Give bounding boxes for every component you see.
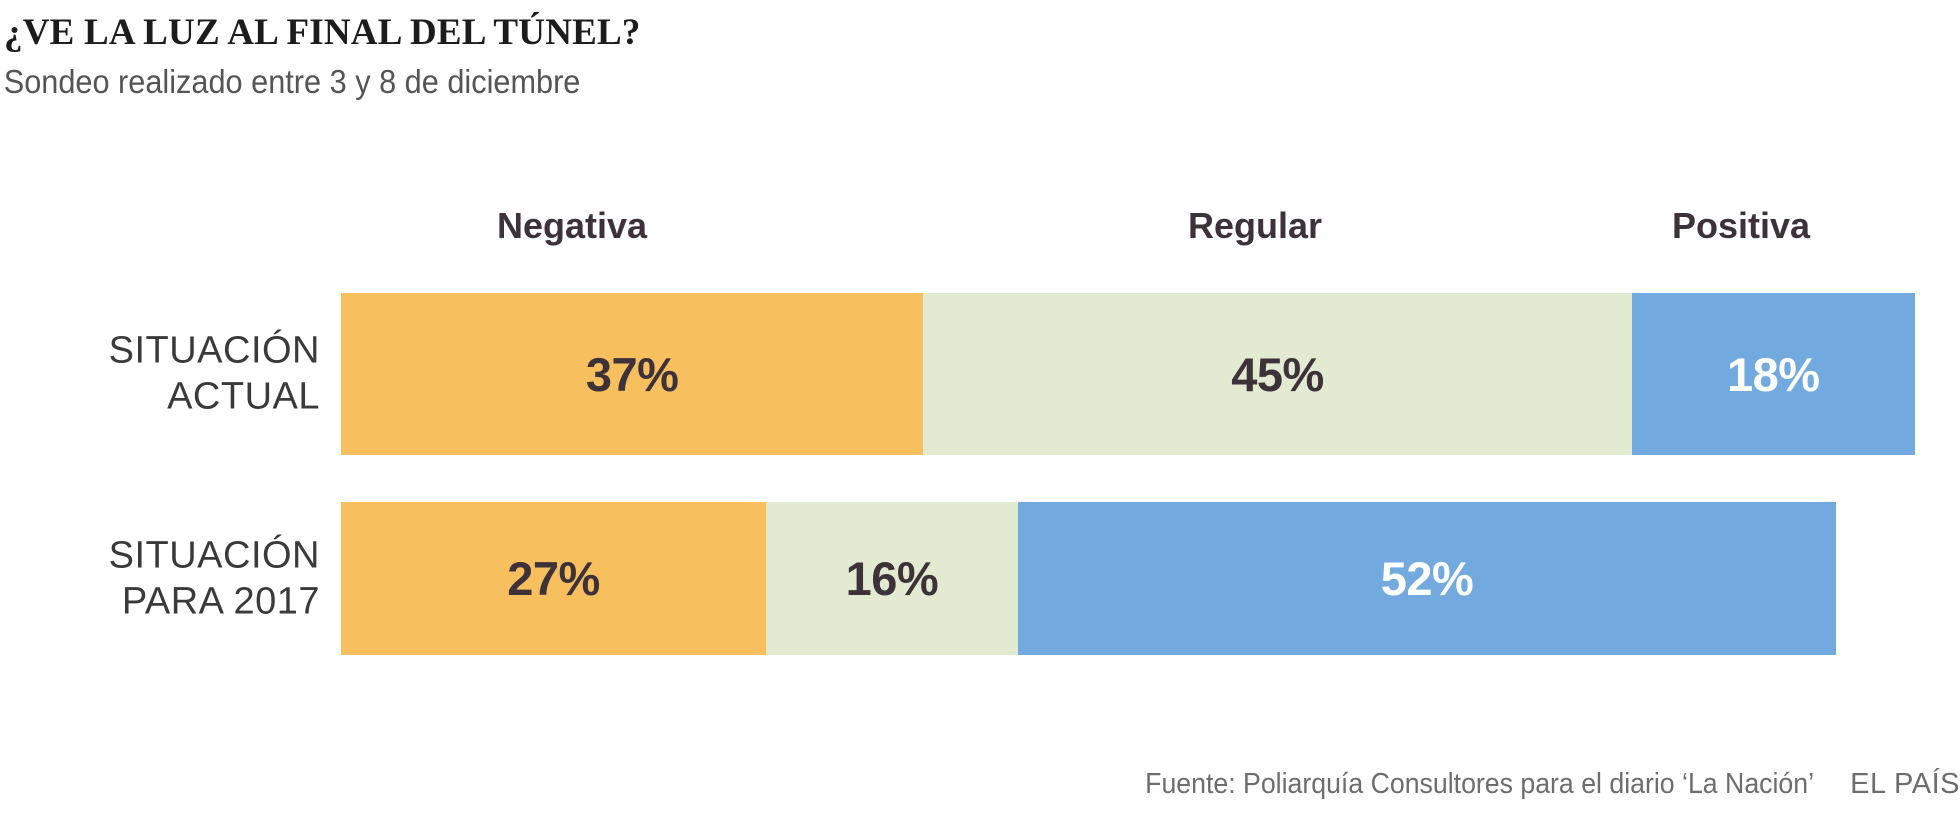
row-label-situacion-para-2017: SITUACIÓN PARA 2017 [0, 532, 320, 625]
bar-segment-negativa[interactable]: 37% [341, 293, 924, 455]
bar-segment-value: 45% [1231, 347, 1324, 401]
bar-segment-value: 16% [845, 552, 939, 605]
brand-label: EL PAÍS [1850, 768, 1960, 800]
row-label-line2: ACTUAL [167, 376, 320, 418]
row-label-line1: SITUACIÓN [108, 534, 320, 577]
bar-segment-value: 18% [1727, 347, 1820, 401]
page-title: ¿VE LA LUZ AL FINAL DEL TÚNEL? [4, 12, 641, 53]
source-note: Fuente: Poliarquía Consultores para el d… [1145, 768, 1814, 800]
legend-item-negativa: Negativa [497, 205, 648, 246]
bar-segment-value: 52% [1380, 552, 1474, 605]
bar-segment-value: 27% [507, 552, 600, 605]
chart-header: ¿VE LA LUZ AL FINAL DEL TÚNEL? Sondeo re… [0, 0, 1960, 99]
bar-segment-regular[interactable]: 16% [765, 502, 1018, 655]
bar-segment-regular[interactable]: 45% [923, 293, 1632, 455]
row-label-situacion-actual: SITUACIÓN ACTUAL [0, 328, 320, 421]
page-subtitle: Sondeo realizado entre 3 y 8 de diciembr… [3, 62, 581, 100]
bar-segment-negativa[interactable]: 27% [341, 502, 766, 655]
chart-footer: Fuente: Poliarquía Consultores para el d… [0, 760, 1960, 830]
chart-row-situacion-para-2017: SITUACIÓN PARA 2017 27% 16% 52% [0, 502, 1960, 655]
bar-situacion-actual: 37% 45% 18% [341, 293, 1915, 455]
bar-situacion-para-2017: 27% 16% 52% [341, 502, 1915, 655]
bar-segment-value: 37% [585, 347, 679, 401]
legend-item-regular: Regular [1188, 205, 1323, 246]
row-label-line2: PARA 2017 [121, 580, 320, 623]
legend: Negativa Regular Positiva [0, 205, 1960, 255]
bar-segment-positiva[interactable]: 18% [1631, 293, 1915, 455]
legend-item-positiva: Positiva [1672, 205, 1811, 246]
row-label-line1: SITUACIÓN [108, 329, 320, 372]
chart-row-situacion-actual: SITUACIÓN ACTUAL 37% 45% 18% [0, 293, 1960, 455]
bar-segment-positiva[interactable]: 52% [1017, 502, 1837, 655]
